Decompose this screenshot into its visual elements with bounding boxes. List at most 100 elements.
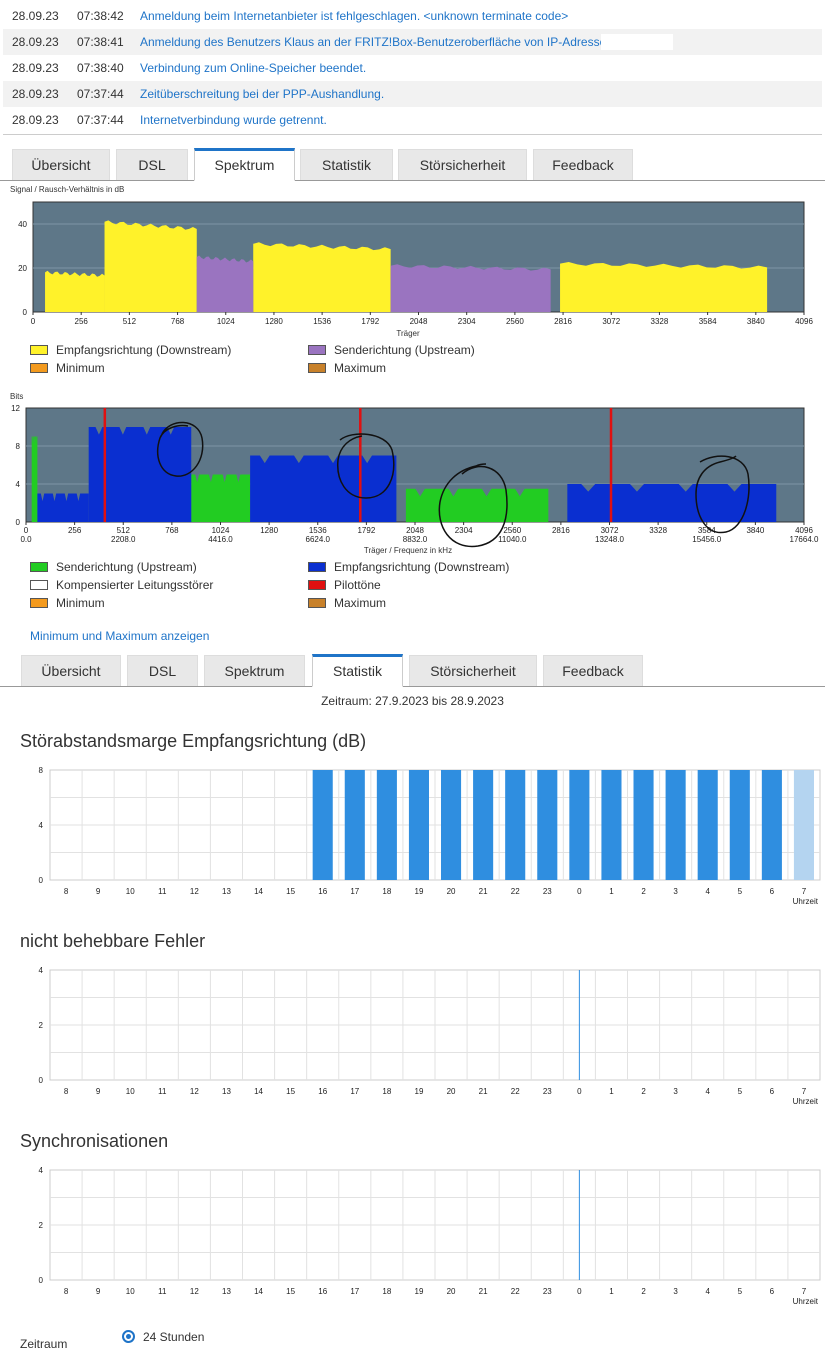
legend-swatch: [30, 580, 48, 590]
stat-bar: [601, 770, 622, 880]
stat-bar: [376, 770, 397, 880]
legend-swatch: [308, 562, 326, 572]
stat-x-tick-label: 16: [318, 1287, 327, 1296]
stat-x-tick-label: 17: [350, 1287, 359, 1296]
stat-x-tick-label: 15: [286, 1287, 295, 1296]
snr-x-tick-label: 768: [171, 317, 185, 326]
tab-statistics[interactable]: Statistik: [312, 654, 403, 687]
bits-x-tick-label: 2560: [503, 526, 521, 535]
legend-swatch: [308, 598, 326, 608]
tab-statistics[interactable]: Statistik: [300, 149, 393, 180]
stat-x-tick-label: 5: [738, 1087, 743, 1096]
legend-label: Empfangsrichtung (Downstream): [56, 343, 232, 357]
bits-x-tick-label: 3328: [649, 526, 667, 535]
bits-freq-tick-label: 13248.0: [595, 535, 624, 544]
log-message-link[interactable]: Anmeldung beim Internetanbieter ist fehl…: [140, 9, 569, 23]
log-time: 07:38:40: [77, 61, 124, 75]
tab-interference[interactable]: Störsicherheit: [409, 655, 537, 686]
snr-series-band: [390, 264, 551, 312]
stat-x-tick-label: 13: [222, 887, 231, 896]
stat-x-tick-label: 9: [96, 1087, 101, 1096]
stat-x-tick-label: 18: [382, 1287, 391, 1296]
stat-x-tick-label: 5: [738, 1287, 743, 1296]
bits-freq-tick-label: 6624.0: [306, 535, 331, 544]
log-message-link[interactable]: Verbindung zum Online-Speicher beendet.: [140, 61, 367, 75]
bits-y-tick-label: 4: [16, 480, 21, 489]
bits-series-band: [31, 436, 38, 522]
stat-x-tick-label: 7: [802, 1087, 807, 1096]
stat-bar: [537, 770, 558, 880]
period-radio-24h[interactable]: [122, 1330, 135, 1343]
tab-spectrum[interactable]: Spektrum: [194, 148, 295, 181]
log-message-link[interactable]: Zeitüberschreitung bei der PPP-Aushandlu…: [140, 87, 385, 101]
bits-x-tick-label: 1024: [212, 526, 230, 535]
bits-x-tick-label: 256: [68, 526, 82, 535]
stat-x-tick-label: 15: [286, 887, 295, 896]
stat-y-tick-label: 4: [39, 1166, 44, 1175]
bits-series-band: [405, 488, 549, 522]
stat-x-tick-label: 15: [286, 1087, 295, 1096]
stat-bar: [665, 770, 686, 880]
log-date: 28.09.23: [12, 87, 59, 101]
snr-x-axis: 0 256 512 768 1024 1280 1536 1792 2048 2304 2560 28…: [31, 312, 813, 326]
tab-feedback[interactable]: Feedback: [533, 149, 633, 180]
snr-x-tick-label: 3584: [699, 317, 717, 326]
bits-x-tick-label: 3584: [698, 526, 716, 535]
legend-label: Senderichtung (Upstream): [56, 560, 197, 574]
show-minmax-link[interactable]: Minimum und Maximum anzeigen: [30, 629, 210, 643]
tab-feedback[interactable]: Feedback: [543, 655, 643, 686]
stat-x-tick-label: 20: [447, 887, 456, 896]
snr-x-tick-label: 1024: [217, 317, 235, 326]
log-message-link[interactable]: Internetverbindung wurde getrennt.: [140, 113, 327, 127]
stat-x-tick-label: 6: [770, 887, 775, 896]
bits-freq-tick-label: 11040.0: [498, 535, 527, 544]
stat-x-tick-label: 2: [641, 1287, 646, 1296]
stat-x-tick-label: 8: [64, 887, 69, 896]
stat-bar: [441, 770, 462, 880]
bits-chart: Bits 0 256 512 768 1024 1280 1536 1792 2048 2304 2…: [10, 392, 819, 555]
log-message-link[interactable]: Anmeldung des Benutzers Klaus an der FRI…: [140, 35, 607, 49]
tab-dsl[interactable]: DSL: [116, 149, 188, 180]
stat-x-tick-label: 20: [447, 1287, 456, 1296]
tab-interference[interactable]: Störsicherheit: [398, 149, 527, 180]
bits-x-tick-label: 1280: [260, 526, 278, 535]
stat-x-tick-label: 17: [350, 1087, 359, 1096]
stat-x-tick-label: 10: [126, 1287, 135, 1296]
stat-x-tick-label: 22: [511, 1087, 520, 1096]
tab-overview[interactable]: Übersicht: [21, 655, 121, 686]
snr-series-band: [253, 242, 391, 312]
bits-series-band: [88, 427, 192, 522]
tab-overview[interactable]: Übersicht: [12, 149, 110, 180]
stat-x-tick-label: 13: [222, 1287, 231, 1296]
log-time: 07:37:44: [77, 87, 124, 101]
stat-x-tick-label: 1: [609, 887, 614, 896]
snr-x-tick-label: 1280: [265, 317, 283, 326]
snr-x-tick-label: 512: [123, 317, 137, 326]
stat-x-tick-label: 8: [64, 1087, 69, 1096]
bits-series-band: [567, 484, 777, 522]
bits-x-tick-label: 2304: [455, 526, 473, 535]
stat-y-tick-label: 8: [39, 766, 44, 775]
snr-legend: Empfangsrichtung (Downstream) Sendericht…: [30, 343, 790, 379]
snr-x-tick-label: 2048: [410, 317, 428, 326]
stat-x-tick-label: 6: [770, 1087, 775, 1096]
stat-x-tick-label: 11: [158, 1087, 167, 1096]
stat-x-tick-label: 21: [479, 1087, 488, 1096]
snr-x-tick-label: 256: [75, 317, 89, 326]
stat-x-tick-label: 12: [190, 1287, 199, 1296]
bits-freq-tick-label: 4416.0: [208, 535, 233, 544]
snr-x-tick-label: 0: [31, 317, 36, 326]
stat-x-tick-label: 22: [511, 1287, 520, 1296]
bits-freq-tick-label: 15456.0: [692, 535, 721, 544]
stat-x-tick-label: 23: [543, 1287, 552, 1296]
tab-spectrum[interactable]: Spektrum: [204, 655, 305, 686]
hand-drawn-marks: [156, 421, 750, 548]
stat-x-tick-label: 14: [254, 887, 263, 896]
bits-y-tick-label: 0: [16, 518, 21, 527]
stat-x-tick-label: 18: [382, 1087, 391, 1096]
snr-series-band: [196, 255, 254, 312]
tab-dsl[interactable]: DSL: [127, 655, 198, 686]
legend-label: Senderichtung (Upstream): [334, 343, 475, 357]
